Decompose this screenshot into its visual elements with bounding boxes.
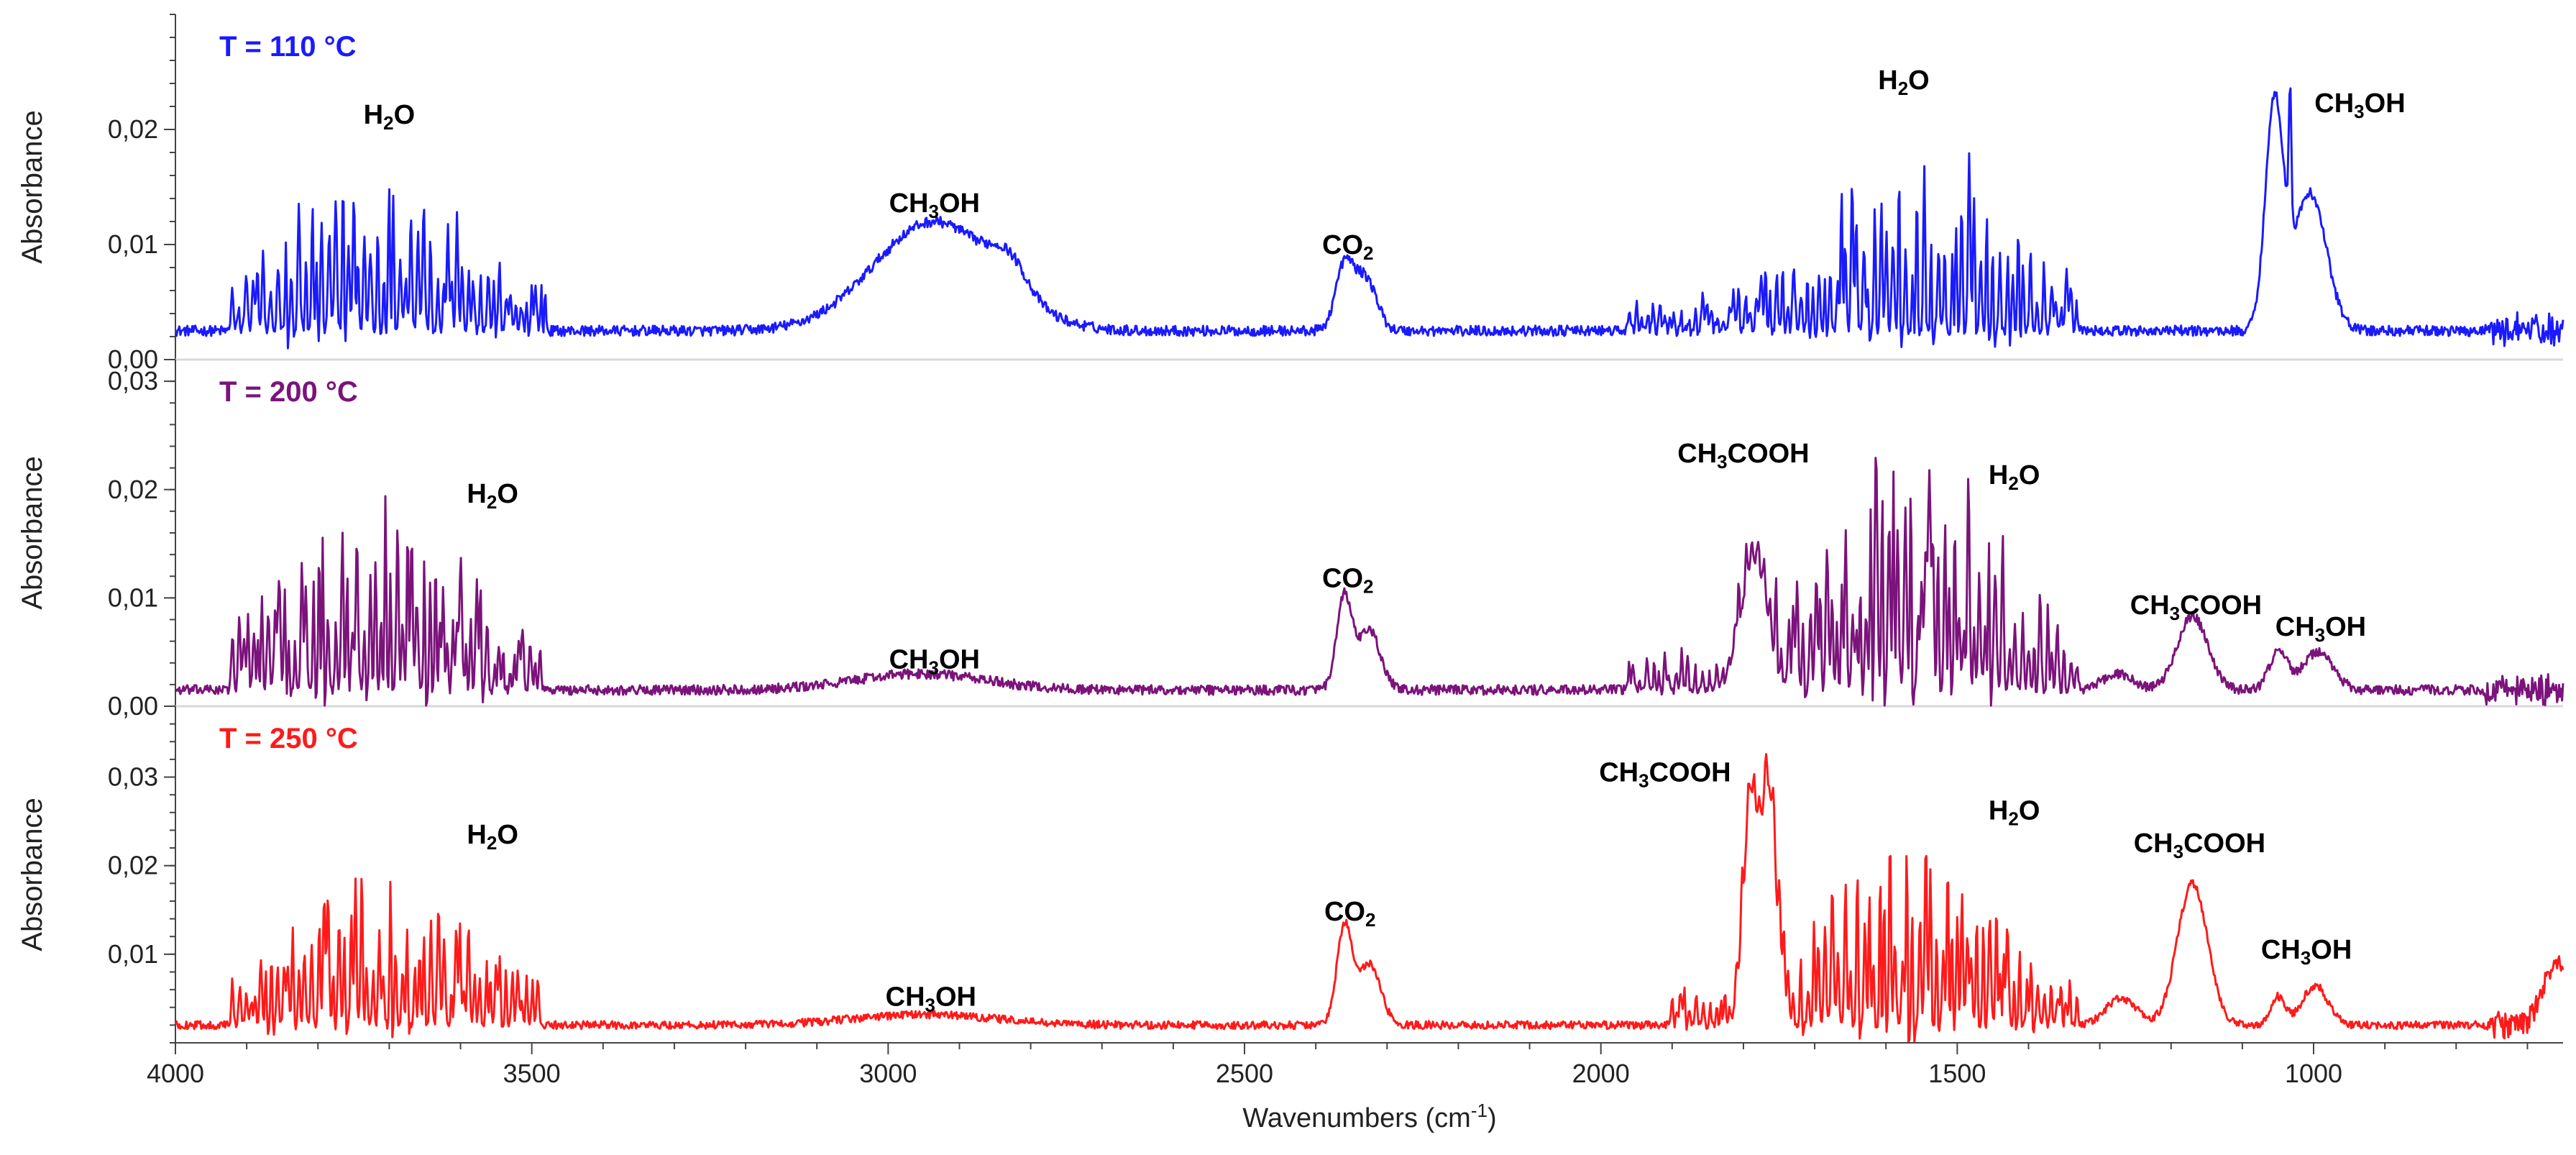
peak-annotation: H2O bbox=[1989, 796, 2040, 830]
y-tick-label: 0,02 bbox=[108, 851, 158, 880]
peak-annotation: CH3COOH bbox=[1599, 758, 1731, 792]
x-tick-label: 3000 bbox=[859, 1059, 917, 1088]
spectrum-line bbox=[175, 87, 2564, 350]
y-axis-label: Absorbance bbox=[17, 110, 48, 263]
peak-annotation: CH3OH bbox=[2314, 88, 2405, 122]
y-tick-label: 0,00 bbox=[108, 691, 158, 721]
y-tick-label: 0,03 bbox=[108, 762, 158, 792]
y-tick-label: 0,00 bbox=[108, 344, 158, 374]
x-axis-label-close: ) bbox=[1488, 1103, 1497, 1133]
temperature-label: T = 200 °C bbox=[219, 376, 358, 408]
peak-annotation: H2O bbox=[467, 820, 518, 854]
peak-annotation: CH3COOH bbox=[1677, 439, 1809, 472]
y-tick-label: 0,02 bbox=[108, 114, 158, 144]
peak-annotation: H2O bbox=[364, 100, 415, 134]
x-tick-label: 2500 bbox=[1216, 1059, 1273, 1088]
peak-annotation: CO2 bbox=[1324, 897, 1375, 931]
y-tick-label: 0,01 bbox=[108, 939, 158, 969]
peak-annotation: CH3OH bbox=[2275, 612, 2366, 646]
peak-annotation: CH3COOH bbox=[2134, 828, 2265, 862]
peak-annotation: CH3COOH bbox=[2130, 590, 2262, 624]
x-axis-label: Wavenumbers (cm-1) bbox=[1242, 1100, 1496, 1133]
x-axis-label-sup: -1 bbox=[1471, 1100, 1488, 1121]
peak-annotation: H2O bbox=[467, 479, 518, 513]
x-tick-label: 1000 bbox=[2285, 1059, 2342, 1088]
y-tick-label: 0,03 bbox=[108, 366, 158, 396]
y-tick-label: 0,02 bbox=[108, 475, 158, 504]
y-tick-label: 0,01 bbox=[108, 583, 158, 612]
panel-250c: 0,01 0,02 0,03 Absorbance T = 250 °C H2O CH3OH… bbox=[17, 706, 2564, 1044]
y-axis-label: Absorbance bbox=[17, 798, 48, 951]
peak-annotation: CH3OH bbox=[886, 982, 976, 1015]
temperature-label: T = 110 °C bbox=[219, 31, 357, 63]
peak-annotation: CH3OH bbox=[889, 644, 980, 678]
temperature-label: T = 250 °C bbox=[219, 723, 358, 754]
x-axis: 4000 3500 3000 2500 2000 1500 1000 bbox=[147, 1042, 2563, 1088]
peak-annotation: CO2 bbox=[1322, 230, 1373, 264]
y-tick-label: 0,01 bbox=[108, 229, 158, 259]
x-tick-label: 2000 bbox=[1572, 1059, 1630, 1088]
x-tick-label: 3500 bbox=[503, 1059, 561, 1088]
panel-110c: 0,00 0,01 0,02 Absorbance T = 110 °C H2O CH3OH… bbox=[17, 14, 2564, 374]
peak-annotation: H2O bbox=[1989, 460, 2040, 494]
spectrum-line bbox=[174, 457, 2564, 707]
x-axis-label-text: Wavenumbers (cm bbox=[1242, 1103, 1470, 1133]
peak-annotation: CO2 bbox=[1322, 563, 1373, 597]
peak-annotation: CH3OH bbox=[2261, 935, 2352, 969]
panel-200c: 0,00 0,01 0,02 0,03 Absorbance T = 200 °C H2O C… bbox=[17, 359, 2564, 721]
x-tick-label: 1500 bbox=[1928, 1059, 1986, 1088]
spectrum-line bbox=[174, 753, 2564, 1044]
x-tick-label: 4000 bbox=[147, 1059, 204, 1088]
peak-annotation: H2O bbox=[1878, 65, 1929, 99]
peak-annotation: CH3OH bbox=[889, 188, 980, 222]
y-axis-label: Absorbance bbox=[17, 456, 48, 609]
